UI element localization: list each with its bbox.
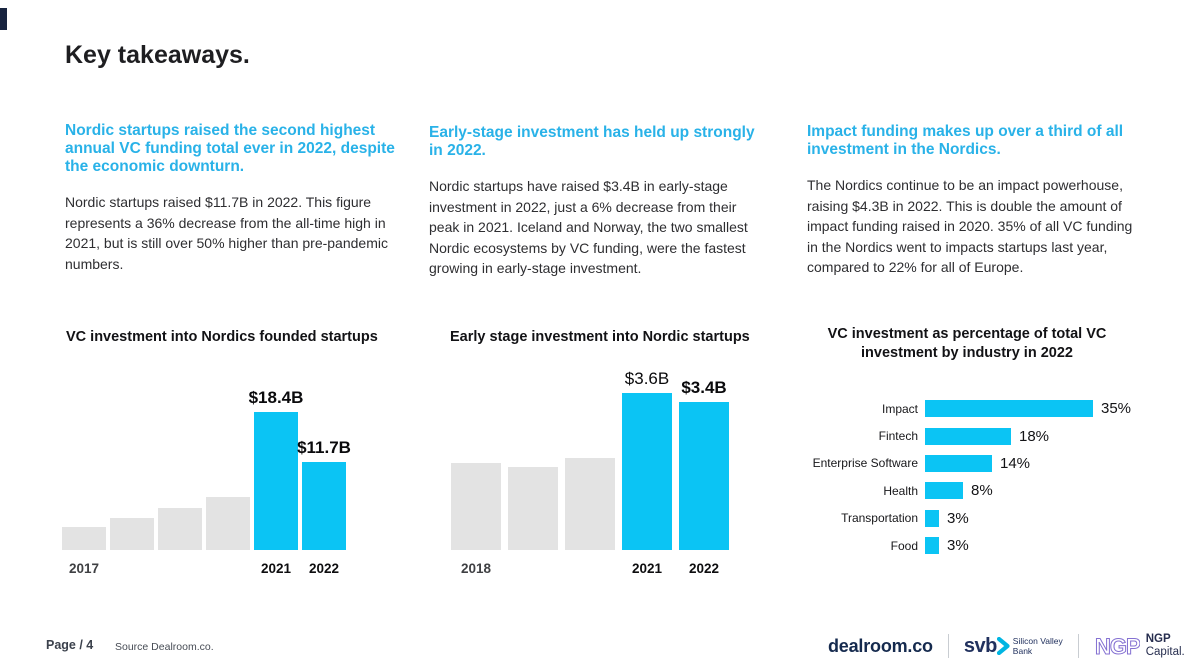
hbar-row-enterprise-software: Enterprise Software 14% — [790, 450, 1180, 477]
bar-rect — [62, 527, 106, 550]
ngp-capital-logo: NGP NGP Capital. — [1094, 633, 1185, 659]
x-axis-label — [110, 561, 154, 576]
x-axis-label — [158, 561, 202, 576]
hbar-rect — [925, 454, 992, 472]
takeaway-body: Nordic startups have raised $3.4B in ear… — [429, 178, 748, 276]
corner-tab — [0, 8, 7, 30]
chart-title-early-stage: Early stage investment into Nordic start… — [450, 329, 750, 345]
bar-2018 — [451, 459, 501, 550]
svb-logo: svb Silicon Valley Bank — [964, 635, 1063, 658]
category-label: Fintech — [878, 429, 918, 444]
bar-rect — [206, 497, 250, 550]
page-number: Page / 4 — [46, 638, 94, 652]
bar-2021: $18.4B — [249, 388, 303, 550]
svb-bank-name: Silicon Valley Bank — [1013, 636, 1063, 656]
ngp-name: NGP Capital. — [1146, 633, 1185, 659]
bar-value-label: $11.7B — [297, 438, 351, 457]
ngp-name-line1: NGP — [1145, 633, 1171, 645]
x-axis-early-stage: 2018 2021 2022 — [451, 561, 729, 576]
x-axis-label: 2017 — [68, 561, 100, 576]
hbar-rect — [925, 537, 939, 555]
bar-rect — [679, 402, 729, 550]
dealroom-logo: dealroom.co — [828, 635, 933, 656]
bar-2019 — [158, 504, 202, 550]
x-axis-label — [508, 561, 558, 576]
takeaway-heading: Impact funding makes up over a third of … — [807, 123, 1124, 158]
bar-2020 — [565, 454, 615, 550]
x-axis-label — [206, 561, 250, 576]
chart-title-vc-investment: VC investment into Nordics founded start… — [66, 329, 378, 345]
x-axis-label: 2018 — [460, 561, 492, 576]
x-axis-vc-investment: 2017 2021 2022 — [62, 561, 346, 576]
x-axis-label: 2022 — [308, 561, 340, 576]
takeaway-heading: Early-stage investment has held up stron… — [429, 124, 755, 159]
takeaway-heading: Nordic startups raised the second highes… — [65, 122, 395, 175]
divider — [947, 634, 949, 658]
source-note: Source Dealroom.co. — [115, 641, 214, 653]
bar-value-label: $18.4B — [248, 388, 304, 407]
bar-2022: $11.7B — [297, 438, 351, 550]
value-label: 35% — [1101, 400, 1132, 418]
ngp-outline-letters: NGP — [1095, 634, 1140, 659]
bar-value-label: $3.4B — [681, 378, 727, 397]
value-label: 3% — [947, 537, 969, 555]
category-label: Impact — [881, 401, 918, 416]
bar-rect — [565, 458, 615, 550]
bar-chart-early-stage: $3.6B $3.4B — [451, 369, 729, 550]
bar-2019 — [508, 463, 558, 550]
svb-name-line1: Silicon Valley — [1012, 636, 1063, 646]
hbar-row-transportation: Transportation 3% — [790, 505, 1180, 532]
category-label: Health — [883, 483, 918, 498]
bar-rect — [254, 412, 298, 550]
bar-rect — [451, 463, 501, 550]
hbar-rect — [925, 427, 1011, 445]
takeaway-column-early-stage: Early-stage investment has held up stron… — [429, 124, 763, 279]
divider — [1077, 634, 1079, 658]
svb-name-line2: Bank — [1012, 646, 1033, 656]
takeaway-body: Nordic startups raised $11.7B in 2022. T… — [65, 194, 388, 272]
bar-rect — [622, 393, 672, 550]
category-label: Enterprise Software — [812, 456, 918, 471]
hbar-chart-industry-share: Impact 35% Fintech 18% Enterprise Software 14… — [790, 395, 1180, 559]
value-label: 14% — [1000, 454, 1031, 472]
ngp-name-line2: Capital. — [1145, 646, 1185, 658]
hbar-row-fintech: Fintech 18% — [790, 422, 1180, 449]
hbar-row-impact: Impact 35% — [790, 395, 1180, 422]
value-label: 18% — [1019, 427, 1050, 445]
hbar-rect — [925, 482, 963, 500]
bar-rect — [158, 508, 202, 550]
bar-rect — [110, 518, 154, 550]
bar-2022: $3.4B — [679, 378, 729, 550]
hbar-rect — [925, 400, 1093, 418]
bar-rect — [508, 467, 558, 550]
x-axis-label: 2021 — [260, 561, 292, 576]
category-label: Transportation — [841, 511, 918, 526]
bar-value-label: $3.6B — [624, 369, 670, 388]
value-label: 8% — [971, 482, 993, 500]
bar-2017 — [62, 523, 106, 550]
x-axis-label — [565, 561, 615, 576]
hbar-row-food: Food 3% — [790, 532, 1180, 559]
ngp-outline-icon: NGP — [1094, 634, 1140, 660]
bar-2020 — [206, 493, 250, 550]
hbar-rect — [925, 509, 939, 527]
takeaway-column-funding-total: Nordic startups raised the second highes… — [65, 122, 399, 274]
chart-title-industry-share: VC investment as percentage of total VC … — [827, 326, 1107, 361]
value-label: 3% — [947, 509, 969, 527]
bar-2021: $3.6B — [622, 369, 672, 550]
svb-wordmark: svb — [963, 634, 997, 657]
page-title: Key takeaways. — [65, 41, 250, 69]
bar-chart-vc-investment: $18.4B $11.7B — [62, 388, 351, 550]
bar-rect — [302, 462, 346, 550]
hbar-row-health: Health 8% — [790, 477, 1180, 504]
takeaway-column-impact: Impact funding makes up over a third of … — [807, 123, 1145, 278]
x-axis-label: 2022 — [688, 561, 720, 576]
takeaway-body: The Nordics continue to be an impact pow… — [807, 177, 1133, 275]
category-label: Food — [890, 538, 918, 553]
svb-chevron-icon — [996, 637, 1010, 655]
footer-logos: dealroom.co svb Silicon Valley Bank NGP … — [828, 630, 1185, 662]
bar-2018 — [110, 514, 154, 550]
x-axis-label: 2021 — [631, 561, 663, 576]
